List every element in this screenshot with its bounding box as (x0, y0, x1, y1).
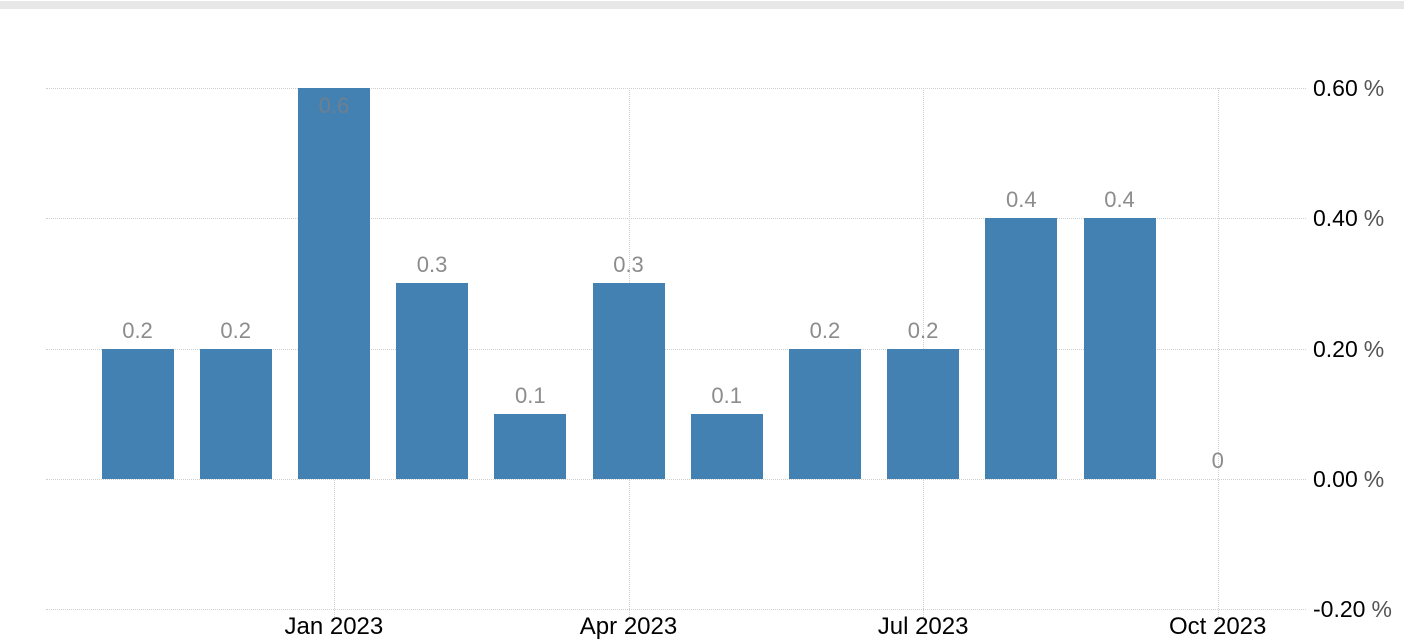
x-axis-tick-label: Jul 2023 (877, 613, 969, 640)
horizontal-gridline (46, 609, 1306, 610)
bar[interactable] (887, 348, 960, 479)
y-axis-tick-label: -0.20% (1313, 594, 1392, 624)
bar-value-label: 0.1 (711, 382, 742, 408)
horizontal-gridline (46, 88, 1306, 89)
x-axis-tick-label: Oct 2023 (1168, 613, 1267, 640)
horizontal-gridline (46, 478, 1306, 480)
bar-value-label: 0.3 (416, 252, 448, 278)
horizontal-gridline (46, 218, 1306, 220)
bar[interactable] (985, 218, 1058, 479)
y-axis-tick-label: 0.20% (1313, 334, 1384, 364)
y-tick-value: 0.00 (1313, 465, 1358, 492)
y-axis-tick-label: 0.00% (1313, 464, 1384, 494)
bar[interactable] (396, 283, 469, 479)
bar[interactable] (592, 283, 665, 479)
y-tick-value: -0.20 (1313, 596, 1366, 622)
y-tick-value: 0.60 (1313, 75, 1358, 101)
y-tick-value: 0.20 (1313, 335, 1358, 362)
bar-value-label: 0.1 (515, 382, 546, 408)
page-top-edge-strip (0, 1, 1404, 9)
vertical-gridline (1217, 88, 1219, 617)
y-tick-unit: % (1363, 205, 1385, 232)
bar-value-label: 0.4 (1006, 187, 1037, 213)
bar-value-label: 0.2 (122, 317, 153, 343)
bar[interactable] (690, 413, 763, 479)
horizontal-gridline (46, 348, 1306, 350)
bar[interactable] (297, 88, 370, 479)
x-axis-tick-label: Apr 2023 (579, 613, 678, 640)
y-tick-unit: % (1363, 75, 1385, 101)
bar-value-label: 0 (1211, 447, 1224, 473)
y-tick-value: 0.40 (1313, 205, 1358, 232)
bar-value-label: 0.2 (809, 317, 841, 343)
bar-value-label: 0.2 (907, 317, 939, 343)
bar[interactable] (494, 413, 567, 479)
bar[interactable] (788, 348, 861, 479)
y-axis-tick-label: 0.60% (1313, 73, 1384, 103)
bar-value-label: 0.2 (220, 317, 251, 343)
bar[interactable] (101, 348, 174, 479)
y-tick-unit: % (1363, 335, 1385, 362)
y-tick-unit: % (1371, 596, 1392, 622)
y-axis-tick-label: 0.40% (1313, 203, 1384, 233)
bar-value-label: 0.4 (1104, 187, 1135, 213)
bar[interactable] (1083, 218, 1156, 479)
bar-value-label: 0.3 (613, 252, 644, 278)
bar[interactable] (199, 348, 272, 479)
bar-value-label: 0.6 (318, 93, 350, 118)
x-axis-tick-label: Jan 2023 (284, 613, 384, 640)
y-tick-unit: % (1363, 465, 1385, 492)
